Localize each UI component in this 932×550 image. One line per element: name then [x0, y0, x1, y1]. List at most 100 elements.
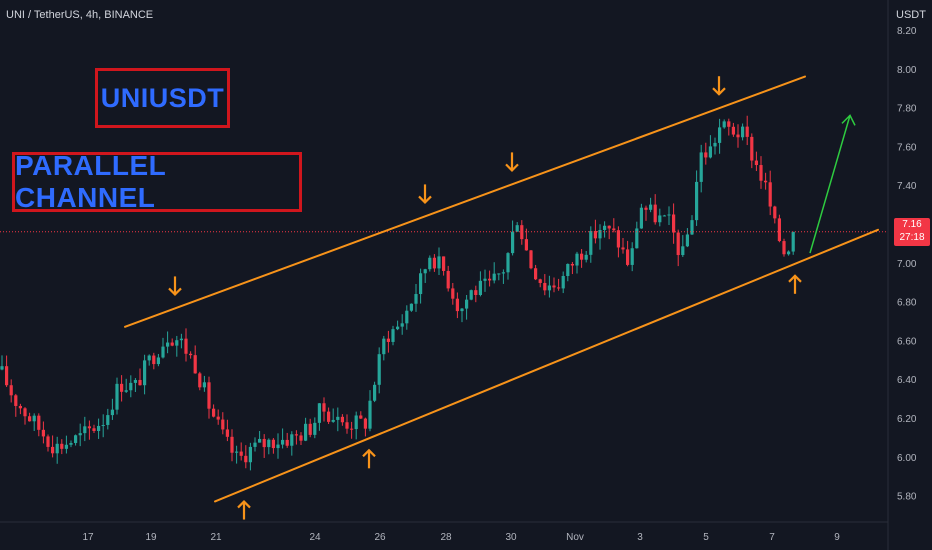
candle-body	[791, 231, 795, 252]
candle-body	[276, 444, 280, 449]
time-tick-label: Nov	[566, 532, 584, 543]
price-tick-label: 6.80	[897, 298, 917, 309]
candle-body	[524, 239, 528, 251]
candle-body	[423, 269, 427, 274]
candle-body	[584, 254, 588, 260]
candle-body	[179, 338, 183, 341]
candle-body	[667, 214, 671, 216]
candle-body	[138, 379, 142, 386]
candle-body	[718, 127, 722, 143]
candle-body	[152, 355, 156, 365]
candle-body	[207, 382, 211, 409]
candle-body	[695, 181, 699, 221]
candle-body	[170, 342, 174, 346]
price-tick-label: 8.00	[897, 65, 917, 76]
candle-body	[501, 272, 505, 274]
candle-body	[281, 439, 285, 445]
candle-body	[768, 182, 772, 207]
bar-countdown: 27:18	[899, 232, 925, 243]
candle-body	[658, 215, 662, 223]
candle-body	[110, 409, 114, 416]
candle-body	[455, 298, 459, 312]
candle-body	[630, 248, 634, 265]
currency-label: USDT	[896, 9, 926, 21]
candle-body	[18, 405, 22, 409]
projection-arrow-head	[841, 114, 856, 126]
up-arrow-head	[788, 274, 802, 283]
candle-body	[759, 165, 763, 181]
candle-body	[662, 215, 666, 217]
candle-body	[607, 225, 611, 229]
candle-body	[161, 346, 165, 358]
candle-body	[32, 415, 36, 422]
candle-body	[382, 338, 386, 355]
candle-body	[644, 207, 648, 210]
candle-body	[225, 429, 229, 437]
candle-body	[175, 340, 179, 346]
candle-body	[409, 303, 413, 311]
candle-body	[189, 353, 193, 356]
candle-body	[690, 220, 694, 235]
current-price-value: 7.16	[902, 219, 922, 230]
candle-body	[212, 408, 216, 417]
candle-body	[313, 422, 317, 435]
parallel-channel[interactable]	[124, 75, 879, 503]
candle-body	[787, 251, 791, 255]
candle-body	[478, 280, 482, 296]
candle-body	[520, 225, 524, 240]
candle-body	[552, 285, 556, 288]
candle-body	[777, 218, 781, 242]
candlestick-series	[0, 115, 795, 471]
candle-body	[322, 403, 326, 412]
candle-body	[202, 382, 206, 388]
candle-body	[60, 443, 64, 449]
candle-body	[612, 228, 616, 231]
candle-body	[373, 384, 377, 401]
candle-body	[92, 428, 96, 431]
candle-body	[115, 383, 119, 410]
time-tick-label: 9	[834, 532, 840, 543]
candle-body	[745, 126, 749, 137]
candle-body	[340, 416, 344, 423]
down-arrow-head	[505, 163, 519, 172]
price-tick-label: 6.60	[897, 336, 917, 347]
candle-body	[699, 152, 703, 182]
candle-body	[722, 121, 726, 128]
candle-body	[216, 416, 220, 420]
candle-body	[713, 142, 717, 147]
time-tick-label: 3	[637, 532, 643, 543]
candle-body	[336, 416, 340, 420]
candle-body	[649, 204, 653, 210]
price-tick-label: 7.40	[897, 181, 917, 192]
candle-body	[580, 253, 584, 260]
pivot-arrows	[168, 76, 802, 520]
candle-body	[184, 338, 188, 354]
candle-body	[221, 419, 225, 430]
price-tick-label: 7.00	[897, 259, 917, 270]
candle-body	[285, 439, 289, 446]
candle-body	[28, 416, 32, 422]
candle-body	[193, 355, 197, 374]
candle-body	[773, 206, 777, 219]
candle-body	[253, 442, 257, 447]
candle-body	[543, 282, 547, 291]
candle-body	[492, 273, 496, 281]
down-arrow-head	[712, 87, 726, 96]
candle-body	[547, 285, 551, 291]
candle-body	[465, 299, 469, 309]
candle-body	[515, 225, 519, 232]
candle-body	[428, 257, 432, 270]
candle-body	[156, 357, 160, 365]
price-tick-label: 6.00	[897, 453, 917, 464]
candle-body	[327, 411, 331, 422]
time-axis: 17 19 21 24 26 28 30 Nov 3 5 7 9	[82, 532, 840, 543]
time-tick-label: 19	[145, 532, 157, 543]
title-annotation-box: UNIUSDT	[95, 68, 230, 128]
candle-body	[782, 241, 786, 255]
candle-body	[639, 207, 643, 229]
candle-body	[488, 278, 492, 281]
price-tick-label: 6.20	[897, 414, 917, 425]
channel-upper-line	[124, 75, 806, 328]
candle-body	[9, 385, 13, 396]
candle-body	[230, 436, 234, 453]
